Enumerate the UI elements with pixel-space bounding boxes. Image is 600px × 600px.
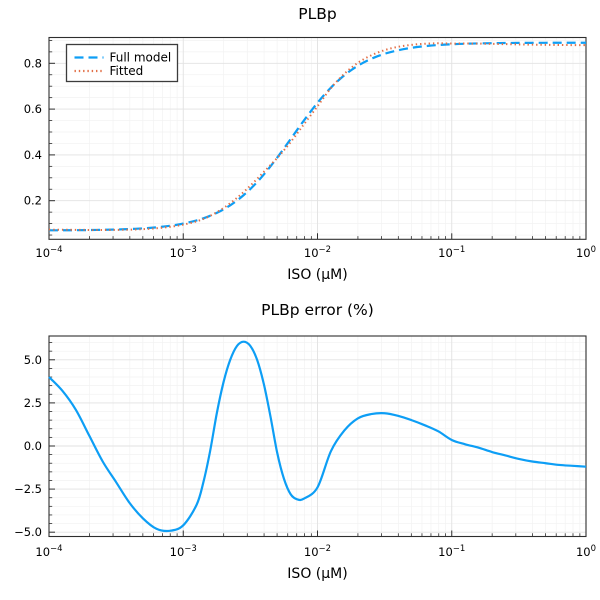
x-tick-label: 100: [576, 245, 596, 260]
legend-label: Fitted: [110, 64, 144, 78]
x-tick-label: 10−2: [304, 544, 331, 559]
y-tick-label: 0.4: [24, 148, 42, 162]
y-tick-label: 0.8: [24, 56, 42, 70]
plot-frame: [48, 335, 587, 538]
x-tick-label: 10−2: [304, 245, 331, 260]
axes-layer: [48, 36, 587, 240]
legend-box: [65, 43, 179, 83]
x-tick-label: 10−3: [170, 544, 197, 559]
x-axis-label: ISO (μM): [287, 267, 347, 283]
plbp-chart: 10−4 10−3 10−2 10−1 100 0.2 0.4 0.6 0.8 Full mod…: [24, 5, 596, 283]
legend-label: Full model: [110, 51, 172, 65]
x-tick-label: 10−4: [35, 544, 62, 559]
x-axis-label: ISO (μM): [287, 566, 347, 582]
tick-label-layer: 10−4 10−3 10−2 10−1 100 −5.0 −2.5 0.0 2.5 5.0: [14, 353, 596, 559]
series-layer: [48, 340, 587, 533]
y-tick-label: 0.2: [24, 194, 42, 208]
tick-label-layer: 10−4 10−3 10−2 10−1 100 0.2 0.4 0.6 0.8: [24, 56, 596, 260]
y-tick-label: 5.0: [24, 353, 42, 367]
x-tick-label: 10−1: [438, 245, 465, 260]
y-tick-label: 0.6: [24, 102, 42, 116]
y-tick-label: −2.5: [14, 482, 42, 496]
y-tick-label: −5.0: [14, 525, 42, 539]
x-tick-label: 10−3: [170, 245, 197, 260]
x-tick-label: 100: [576, 544, 596, 559]
chart-title: PLBp error (%): [261, 301, 374, 319]
axes-layer: [48, 335, 587, 538]
y-tick-label: 2.5: [24, 396, 42, 410]
grid-layer: [48, 336, 587, 537]
plot-frame: [48, 36, 587, 240]
x-tick-label: 10−4: [35, 245, 62, 260]
plbp-error-chart: 10−4 10−3 10−2 10−1 100 −5.0 −2.5 0.0 2.5 5.0 PLB…: [14, 301, 596, 582]
series-path-plbp-error: [48, 340, 587, 533]
y-tick-label: 0.0: [24, 439, 42, 453]
chart-title: PLBp: [298, 5, 336, 23]
x-tick-label: 10−1: [438, 544, 465, 559]
